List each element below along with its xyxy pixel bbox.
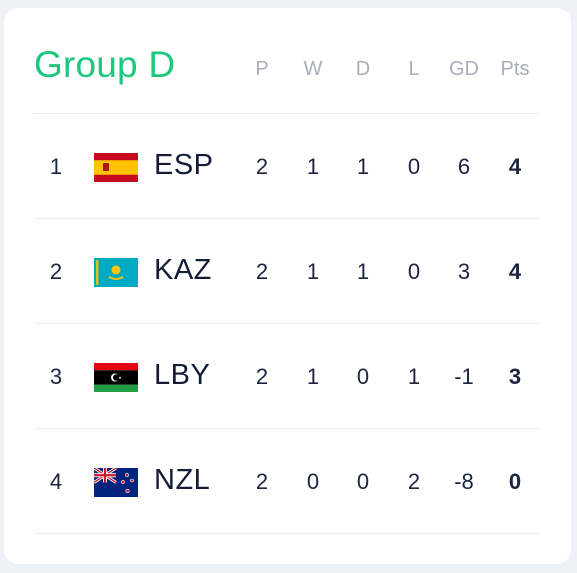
stat-lost: 2 bbox=[407, 469, 421, 494]
stat-won: 1 bbox=[306, 364, 320, 389]
stat-goal-difference: -1 bbox=[454, 364, 474, 389]
stat-points: 0 bbox=[508, 469, 522, 494]
table-row[interactable]: 2 KAZ 2 1 1 0 3 4 bbox=[4, 219, 571, 323]
stat-drawn: 0 bbox=[356, 364, 370, 389]
divider bbox=[34, 218, 541, 219]
stat-played: 2 bbox=[255, 259, 269, 284]
table-row[interactable]: 4 NZL 2 0 0 2 -8 0 bbox=[4, 429, 571, 533]
stat-played: 2 bbox=[255, 469, 269, 494]
standings-card: Group D P W D L GD Pts 1 ESP 2 1 1 0 6 4… bbox=[4, 8, 571, 564]
team-rank: 4 bbox=[49, 469, 63, 494]
team-rank: 2 bbox=[49, 259, 63, 284]
team-code: KAZ bbox=[154, 254, 212, 286]
stat-drawn: 1 bbox=[356, 259, 370, 284]
team-code: LBY bbox=[154, 359, 211, 391]
new-zealand-flag-icon bbox=[94, 468, 138, 497]
spain-flag-icon bbox=[94, 153, 138, 182]
libya-flag-icon bbox=[94, 363, 138, 392]
team-code: ESP bbox=[154, 149, 214, 181]
stat-lost: 0 bbox=[407, 154, 421, 179]
stat-points: 4 bbox=[508, 154, 522, 179]
divider bbox=[34, 428, 541, 429]
stat-won: 0 bbox=[306, 469, 320, 494]
table-row[interactable]: 3 LBY 2 1 0 1 -1 3 bbox=[4, 324, 571, 428]
column-header-played: P bbox=[255, 58, 269, 80]
kazakhstan-flag-icon bbox=[94, 258, 138, 287]
stat-points: 4 bbox=[508, 259, 522, 284]
stat-lost: 0 bbox=[407, 259, 421, 284]
column-header-lost: L bbox=[408, 58, 420, 80]
stat-points: 3 bbox=[508, 364, 522, 389]
stat-goal-difference: -8 bbox=[454, 469, 474, 494]
stat-lost: 1 bbox=[407, 364, 421, 389]
team-rank: 1 bbox=[49, 154, 63, 179]
team-code: NZL bbox=[154, 464, 211, 496]
column-header-won: W bbox=[303, 58, 323, 80]
column-header-points: Pts bbox=[500, 58, 530, 80]
stat-drawn: 0 bbox=[356, 469, 370, 494]
group-title: Group D bbox=[34, 44, 176, 85]
table-row[interactable]: 1 ESP 2 1 1 0 6 4 bbox=[4, 114, 571, 218]
column-header-goal-difference: GD bbox=[449, 58, 479, 80]
divider bbox=[34, 533, 541, 534]
stat-won: 1 bbox=[306, 154, 320, 179]
stat-goal-difference: 6 bbox=[457, 154, 471, 179]
stat-played: 2 bbox=[255, 154, 269, 179]
stat-played: 2 bbox=[255, 364, 269, 389]
divider bbox=[34, 113, 541, 114]
stat-goal-difference: 3 bbox=[457, 259, 471, 284]
stat-drawn: 1 bbox=[356, 154, 370, 179]
team-rank: 3 bbox=[49, 364, 63, 389]
divider bbox=[34, 323, 541, 324]
stat-won: 1 bbox=[306, 259, 320, 284]
column-header-drawn: D bbox=[355, 58, 371, 80]
